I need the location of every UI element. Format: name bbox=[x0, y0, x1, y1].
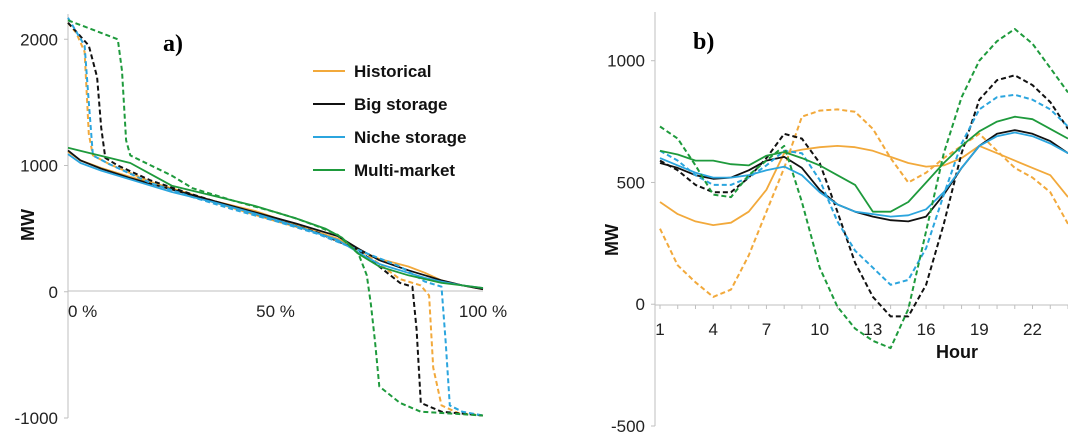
panel-b-y-tick-label: 0 bbox=[636, 295, 645, 314]
panel-b-x-tick-label: 22 bbox=[1023, 320, 1042, 339]
panel-b-y-tick-label: -500 bbox=[611, 417, 645, 434]
panel-b-x-tick-label: 7 bbox=[762, 320, 771, 339]
legend-label-niche-storage: Niche storage bbox=[354, 128, 466, 147]
panel-b-x-tick-label: 13 bbox=[863, 320, 882, 339]
panel-b-series-big-storage-dashed bbox=[659, 74, 1068, 318]
panel-a-series-niche-storage-dashed bbox=[67, 17, 484, 417]
panel-a-x-tick-label: 0 % bbox=[68, 302, 97, 321]
panel-a-label: a) bbox=[163, 31, 183, 57]
panel-b-ticks: 1000 500 0 -500 1 4 7 10 13 16 19 22 bbox=[607, 52, 1068, 434]
panel-b-y-tick-label: 500 bbox=[617, 173, 645, 192]
panel-b-x-tick-label: 16 bbox=[917, 320, 936, 339]
legend-label-multi-market: Multi-market bbox=[354, 161, 455, 180]
panel-b-x-tick-label: 1 bbox=[655, 320, 664, 339]
panel-a-series bbox=[67, 17, 484, 417]
panel-a-ticks: 2000 1000 0 -1000 0 % 50 % 100 % bbox=[15, 30, 508, 428]
panel-b-series-multi-market-solid bbox=[659, 115, 1068, 213]
panel-b-label: b) bbox=[693, 29, 714, 55]
panel-a-series-big-storage-solid bbox=[67, 149, 484, 291]
panel-a-series-multi-market-dashed bbox=[67, 19, 484, 417]
panel-a-x-tick-label: 100 % bbox=[459, 302, 507, 321]
panel-b-series-niche-storage-solid bbox=[659, 131, 1068, 218]
panel-b-series-niche-storage-dashed bbox=[659, 93, 1068, 286]
legend-label-big-storage: Big storage bbox=[354, 95, 448, 114]
panel-a-y-tick-label: 1000 bbox=[20, 157, 58, 176]
panel-a-y-label: MW bbox=[18, 209, 38, 241]
panel-b-series-multi-market-dashed bbox=[659, 28, 1068, 350]
panel-a-x-tick-label: 50 % bbox=[256, 302, 295, 321]
panel-b-x-tick-label: 10 bbox=[810, 320, 829, 339]
legend: Historical Big storage Niche storage Mul… bbox=[313, 62, 466, 180]
panel-a-y-tick-label: 0 bbox=[49, 283, 58, 302]
panel-b: 1000 500 0 -500 1 4 7 10 13 16 19 22 b) MW Hour bbox=[602, 12, 1068, 434]
panel-a-y-tick-label: 2000 bbox=[20, 30, 58, 49]
panel-a-y-tick-label: -1000 bbox=[15, 409, 58, 428]
panel-b-y-tick-label: 1000 bbox=[607, 52, 645, 71]
panel-a: 2000 1000 0 -1000 0 % 50 % 100 % a) MW Histori… bbox=[15, 14, 508, 428]
panel-b-series-big-storage-solid bbox=[659, 129, 1068, 223]
panel-b-series bbox=[659, 28, 1068, 350]
panel-b-x-tick-label: 4 bbox=[708, 320, 717, 339]
panel-b-x-tick-label: 19 bbox=[970, 320, 989, 339]
panel-b-x-label: Hour bbox=[936, 342, 978, 362]
panel-b-series-historical-dashed bbox=[659, 108, 1068, 298]
panel-b-y-label: MW bbox=[602, 224, 622, 256]
legend-label-historical: Historical bbox=[354, 62, 431, 81]
